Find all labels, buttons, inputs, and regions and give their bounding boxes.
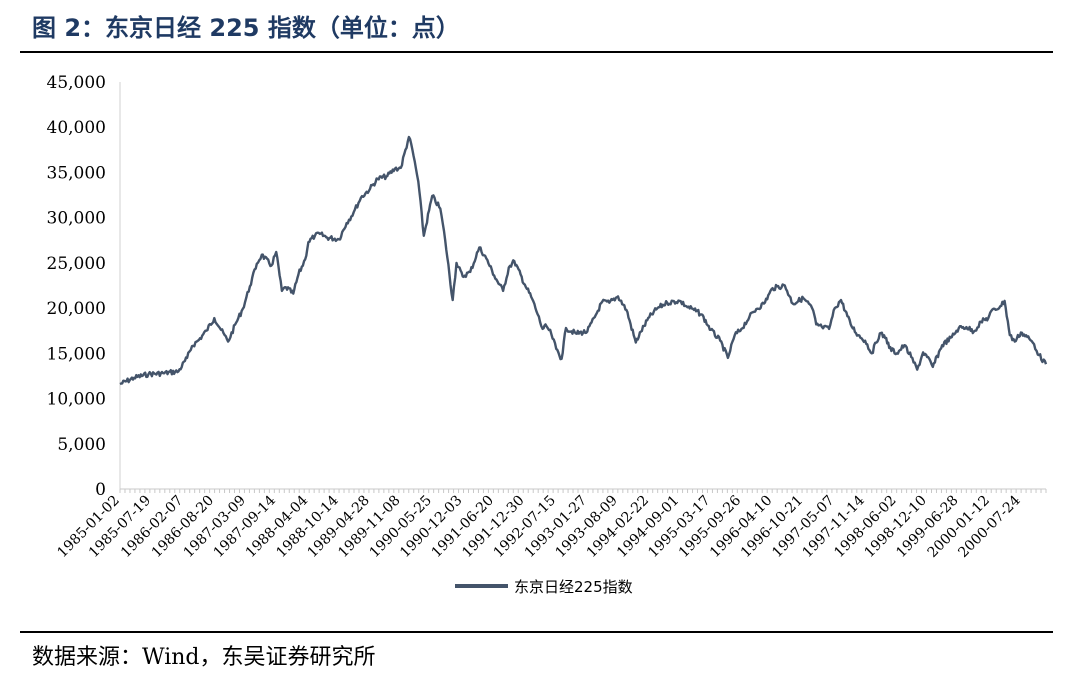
legend-label: 东京日经225指数: [514, 578, 633, 596]
y-tick-label: 40,000: [47, 118, 106, 138]
plot-area: [119, 135, 1048, 386]
series-line-nikkei225: [119, 135, 1048, 386]
chart: 0 5,000 10,000 15,000 20,000 25,000 30,000 35,0…: [47, 73, 1048, 596]
x-axis: 1985-01-021985-07-191986-02-071986-08-20…: [54, 488, 1047, 561]
y-tick-label: 45,000: [47, 73, 106, 93]
y-tick-label: 15,000: [47, 344, 106, 364]
y-tick-label: 0: [95, 480, 106, 500]
chart-title: 图 2：东京日经 225 指数（单位：点）: [32, 14, 460, 42]
y-tick-label: 5,000: [57, 435, 106, 455]
y-tick-label: 10,000: [47, 390, 106, 410]
legend: 东京日经225指数: [455, 578, 633, 596]
footer-rule: [20, 631, 1053, 633]
y-tick-label: 35,000: [47, 163, 106, 183]
header-rule: [20, 51, 1053, 53]
source-note: 数据来源：Wind，东吴证券研究所: [32, 645, 376, 670]
y-axis: 0 5,000 10,000 15,000 20,000 25,000 30,000 35,0…: [47, 73, 121, 500]
y-tick-label: 30,000: [47, 209, 106, 229]
y-tick-label: 25,000: [47, 254, 106, 274]
y-tick-label: 20,000: [47, 299, 106, 319]
